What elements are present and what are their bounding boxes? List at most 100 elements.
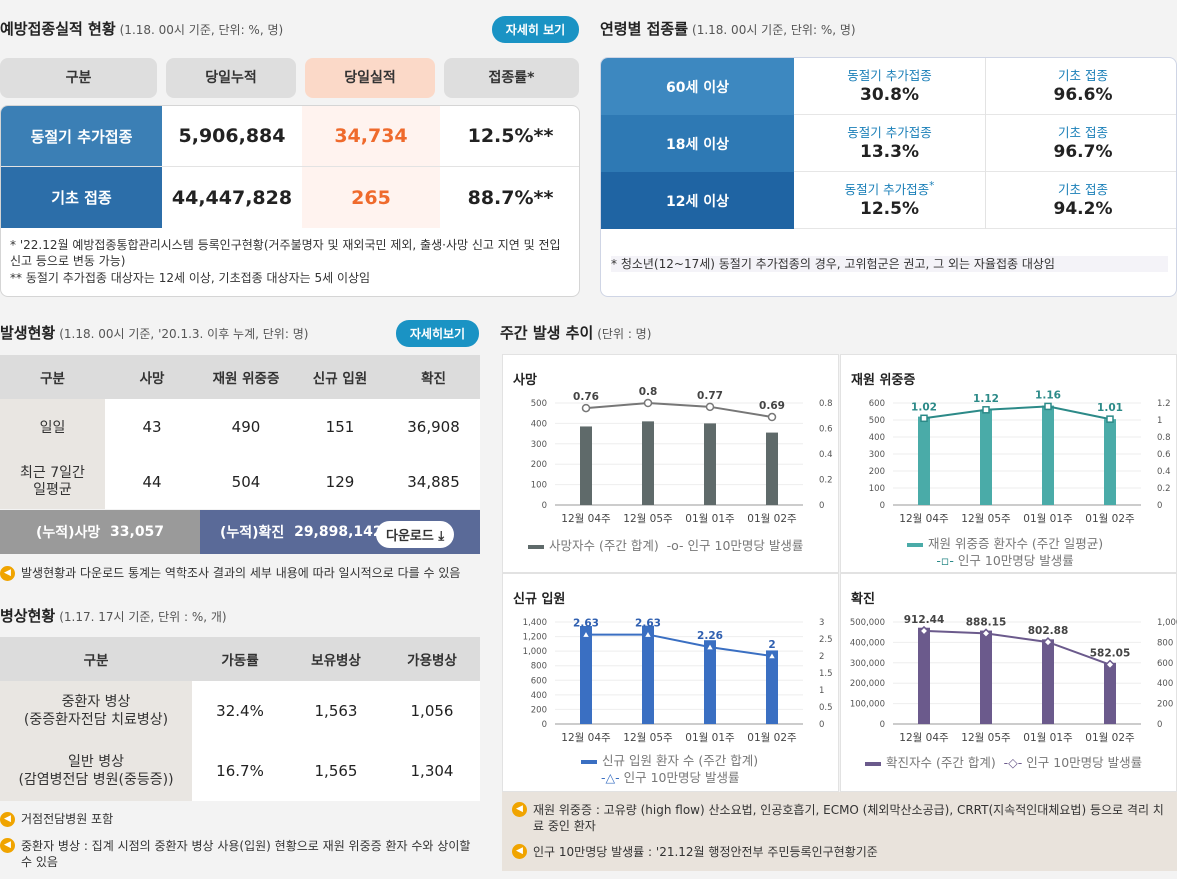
y2-tick-label: 0.6 xyxy=(819,425,833,435)
y-tick-label: 0 xyxy=(880,720,885,730)
chart-legend: 신규 입원 환자 수 (주간 합계) -△- 인구 10만명당 발생률 xyxy=(581,752,758,786)
chart-line xyxy=(585,401,773,419)
chart-svg: 0 100 200 300 400 500 600 0 0.2 0.4 0.6 0.8 1 1.2 12월 … xyxy=(869,389,1171,525)
y-tick-label: 500,000 xyxy=(850,618,885,628)
occurrence-header: 구분 xyxy=(40,371,65,387)
chart-bar xyxy=(704,640,716,724)
age-row-label: 18세 이상 xyxy=(601,115,794,172)
chart-legend: 확진자수 (주간 합계) -◇- 인구 10만명당 발생률 xyxy=(865,752,1142,771)
y-tick-label: 400 xyxy=(531,691,547,701)
vaccination-row-booster: 동절기 추가접종 5,906,884 34,734 12.5%** xyxy=(1,106,579,167)
age-primary-col: 기초 접종 96.6% xyxy=(987,58,1176,115)
occurrence-detail-button[interactable]: 자세히보기 xyxy=(396,320,479,347)
chart-point xyxy=(1104,659,1116,670)
beds-header: 보유병상 xyxy=(311,653,361,669)
occurrence-confirmed: 34,885 xyxy=(407,472,460,491)
chart-title: 재원 위중증 xyxy=(851,373,916,388)
download-button[interactable]: 다운로드 ⤓ xyxy=(376,521,455,548)
chart-point xyxy=(918,625,930,636)
vaccination-header-cumulative: 당일누적 xyxy=(166,58,296,98)
chart-title: 사망 xyxy=(513,373,537,388)
chart-panel-death: 사망 0 100 200 300 400 500 0 0.2 0.4 0.6 0.8 12월 04주 1… xyxy=(502,354,839,573)
download-label: 다운로드 xyxy=(386,529,434,544)
y-tick-label: 200 xyxy=(531,460,547,470)
legend-bar-swatch xyxy=(581,759,597,764)
weekly-info-box: ◀ 재원 위중증 : 고유량 (high flow) 산소요법, 인공호흡기, E… xyxy=(502,792,1177,871)
data-label: 1.12 xyxy=(973,393,999,405)
data-label: 582.05 xyxy=(1090,648,1131,660)
cumulative-death-label: (누적)사망 xyxy=(35,525,101,541)
y-tick-label: 400,000 xyxy=(850,638,885,648)
vaccination-rate: 88.7%** xyxy=(467,186,554,209)
vaccination-cumulative: 5,906,884 xyxy=(178,125,286,147)
data-label: 888.15 xyxy=(966,616,1007,628)
cumulative-death: (누적)사망 33,057 xyxy=(0,510,200,554)
chart-bar xyxy=(1042,639,1054,724)
x-tick-label: 01월 01주 xyxy=(1023,513,1073,525)
x-tick-label: 12월 05주 xyxy=(961,732,1011,744)
chart-title: 신규 입원 xyxy=(513,592,566,607)
age-title: 연령별 접종률 (1.18. 00시 기준, 단위: %, 명) xyxy=(600,20,856,38)
age-booster-label: 동절기 추가접종 xyxy=(847,125,932,140)
speaker-icon: ◀ xyxy=(0,812,15,827)
beds-row-label-line1: 중환자 병상 xyxy=(61,694,131,710)
x-tick-label: 01월 02주 xyxy=(1085,732,1135,744)
data-label: 1.16 xyxy=(1035,389,1061,401)
chart-bar xyxy=(918,416,930,505)
y-tick-label: 1,000 xyxy=(523,647,547,657)
x-tick-label: 01월 01주 xyxy=(685,732,735,744)
x-tick-label: 12월 05주 xyxy=(623,513,673,525)
y-tick-label: 600 xyxy=(531,676,547,686)
occurrence-header: 확진 xyxy=(421,371,446,387)
y2-tick-label: 0.8 xyxy=(1157,433,1171,443)
occurrence-table: 구분 사망 재원 위중증 신규 입원 확진 일일 43 490 151 36,9… xyxy=(0,355,480,509)
cumulative-death-value: 33,057 xyxy=(110,524,165,540)
chart-line xyxy=(923,629,1111,666)
y2-tick-label: 3 xyxy=(819,618,824,628)
chart-point xyxy=(920,414,928,423)
age-table: 60세 이상 동절기 추가접종 30.8% 기초 접종 96.6% 18세 이상 동… xyxy=(600,57,1177,297)
chart-bar xyxy=(980,409,992,505)
chart-line xyxy=(923,405,1111,421)
chart-bar xyxy=(918,627,930,724)
data-label: 0.69 xyxy=(759,400,785,412)
beds-owned: 1,565 xyxy=(314,762,358,780)
age-row: 18세 이상 동절기 추가접종 13.3% 기초 접종 96.7% xyxy=(601,115,1176,172)
weekly-info-2: ◀ 인구 10만명당 발생률 : '21.12월 행정안전부 주민등록인구현황기준 xyxy=(512,844,1167,860)
age-booster-value: 12.5% xyxy=(860,199,919,219)
age-booster-value: 30.8% xyxy=(860,85,919,105)
y-tick-label: 0 xyxy=(542,720,547,730)
beds-note-1: ◀ 거점전담병원 포함 xyxy=(0,811,480,827)
chart-point xyxy=(642,629,654,639)
beds-header: 가동률 xyxy=(221,653,259,669)
y2-tick-label: 2.5 xyxy=(819,635,833,645)
age-booster-label: 동절기 추가접종 xyxy=(847,68,932,83)
age-booster-label: 동절기 추가접종* xyxy=(844,179,935,197)
data-label: 1.02 xyxy=(911,401,937,413)
beds-note-2: ◀ 중환자 병상 : 집계 시점의 중환자 병상 사용(입원) 현황으로 재원 위… xyxy=(0,838,480,870)
x-tick-label: 01월 01주 xyxy=(1023,732,1073,744)
y-tick-label: 600 xyxy=(869,399,885,409)
y-tick-label: 500 xyxy=(531,399,547,409)
chart-legend: 재원 위중증 환자수 (주간 일평균) -▫- 인구 10만명당 발생률 xyxy=(907,535,1103,569)
age-primary-value: 96.7% xyxy=(1053,142,1113,162)
x-tick-label: 01월 02주 xyxy=(747,513,797,525)
occurrence-death: 44 xyxy=(142,472,162,491)
chart-legend: 사망자수 (주간 합계) -o- 인구 10만명당 발생률 xyxy=(528,535,803,554)
x-tick-label: 12월 05주 xyxy=(961,513,1011,525)
vaccination-row-primary: 기초 접종 44,447,828 265 88.7%** xyxy=(1,167,579,228)
speaker-icon: ◀ xyxy=(0,838,15,853)
occurrence-header: 사망 xyxy=(139,371,165,387)
occurrence-death: 43 xyxy=(142,417,162,436)
age-row: 60세 이상 동절기 추가접종 30.8% 기초 접종 96.6% xyxy=(601,58,1176,115)
legend-bar-swatch xyxy=(907,542,923,547)
y2-tick-label: 600 xyxy=(1157,659,1173,669)
y-tick-label: 0 xyxy=(880,501,885,511)
chart-point xyxy=(1042,637,1054,648)
vaccination-daily: 265 xyxy=(302,167,440,228)
vaccination-detail-button[interactable]: 자세히 보기 xyxy=(492,16,579,43)
occurrence-header: 재원 위중증 xyxy=(212,371,280,387)
y2-tick-label: 0 xyxy=(819,501,824,511)
beds-header: 가용병상 xyxy=(407,653,457,669)
legend-line-marker-icon: -◇- xyxy=(1003,755,1023,770)
